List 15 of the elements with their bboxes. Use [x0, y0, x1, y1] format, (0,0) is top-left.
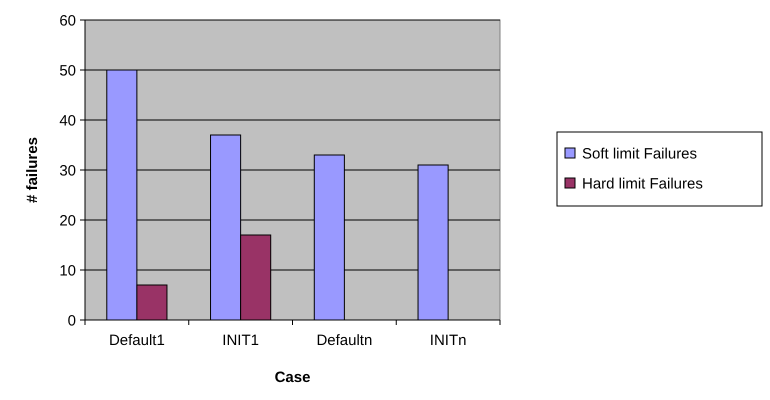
y-tick-label: 20: [59, 212, 76, 230]
x-tick-label: Defaultn: [316, 332, 372, 349]
y-tick-label: 0: [68, 312, 76, 330]
y-tick-label: 30: [59, 162, 76, 180]
x-tick-label: INITn: [430, 332, 466, 349]
y-tick-label: 40: [59, 112, 76, 130]
legend-label: Hard limit Failures: [582, 175, 703, 192]
y-tick-label: 60: [59, 12, 76, 30]
y-tick-label: 10: [59, 262, 76, 280]
x-axis-title: Case: [274, 369, 310, 386]
y-axis-title: # failures: [24, 137, 41, 203]
x-tick-label: Default1: [108, 332, 165, 349]
legend-label: Soft limit Failures: [582, 145, 698, 162]
y-tick-label: 50: [59, 62, 76, 80]
x-tick-label: INIT1: [222, 332, 259, 349]
